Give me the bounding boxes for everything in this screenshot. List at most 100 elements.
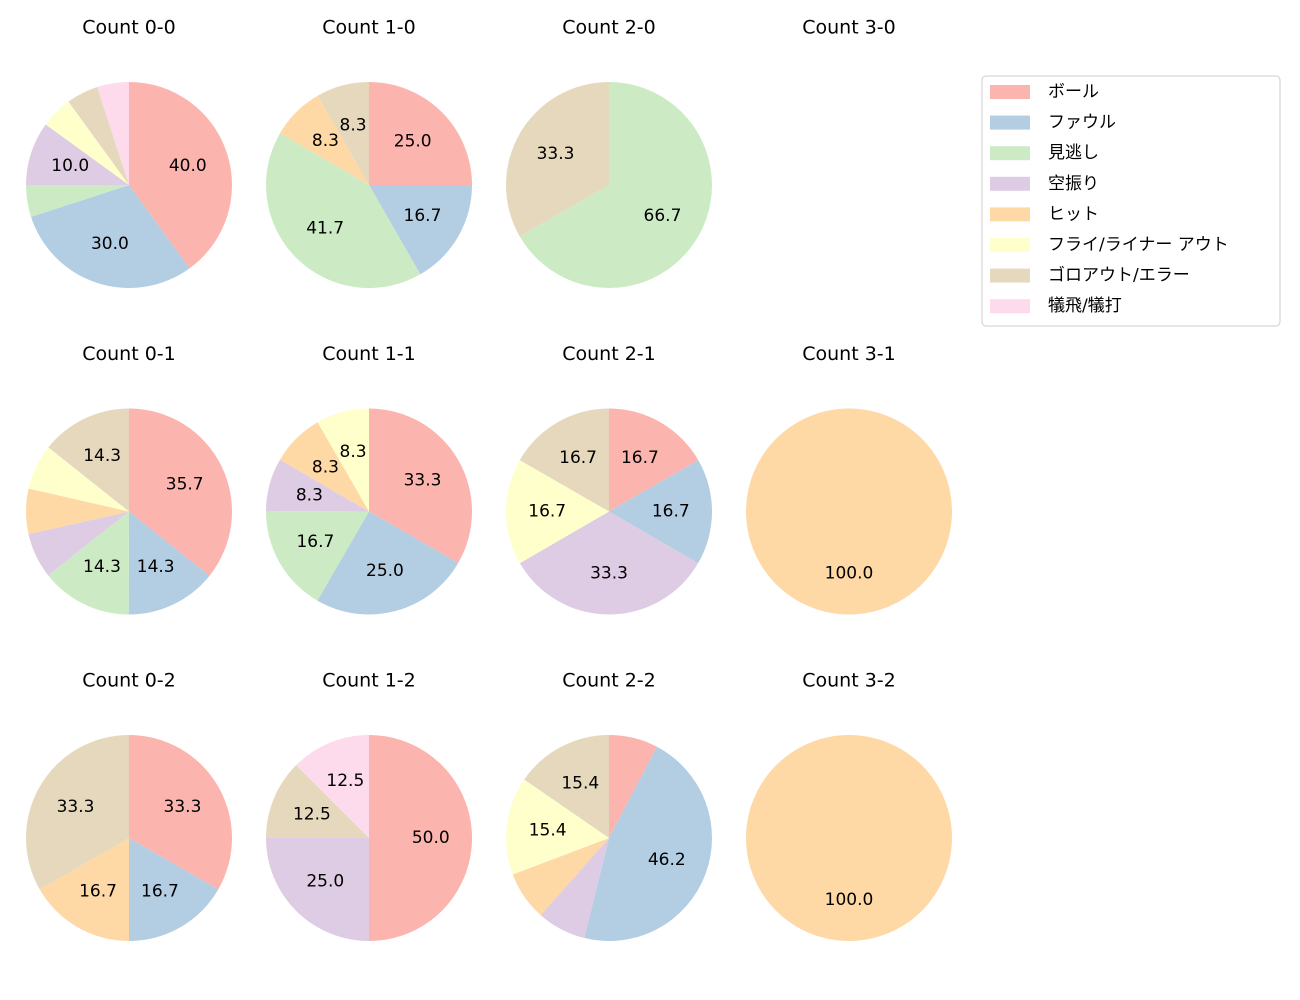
data-label: 16.7 (141, 881, 179, 901)
chart-title: Count 3-1 (802, 343, 896, 365)
data-label: 41.7 (306, 219, 344, 239)
pie-wedge (540, 838, 609, 939)
data-label: 33.3 (164, 797, 202, 817)
chart-title: Count 1-2 (322, 670, 416, 692)
pie-wedge (512, 838, 609, 916)
legend-swatch (990, 238, 1030, 252)
data-label: 40.0 (169, 156, 207, 176)
pie-wedge (266, 133, 421, 288)
pie-wedge (28, 511, 129, 576)
legend-box (981, 75, 1281, 327)
data-label: 100.0 (825, 563, 874, 583)
data-label: 14.3 (83, 446, 121, 466)
pie-wedge (280, 95, 369, 185)
data-label: 66.7 (644, 206, 682, 226)
legend-label: ゴロアウト/エラー (1048, 265, 1190, 286)
chart-title: Count 1-0 (322, 17, 416, 39)
data-label: 16.7 (652, 502, 690, 522)
pie-wedge (39, 838, 129, 941)
pie-wedge (584, 746, 713, 942)
pie-wedge (48, 511, 130, 615)
pie-wedge (266, 459, 369, 512)
chart-title: Count 2-0 (562, 17, 656, 39)
legend-swatch (990, 85, 1030, 99)
pie-wedge (609, 408, 699, 512)
chart-title: Count 2-1 (562, 343, 656, 365)
legend-swatch (990, 146, 1030, 161)
data-label: 50.0 (412, 828, 450, 848)
pie-wedge (279, 422, 369, 512)
data-label: 25.0 (366, 561, 404, 581)
data-label: 25.0 (306, 872, 344, 892)
pie-wedge (129, 838, 219, 941)
pie-wedge (296, 735, 369, 838)
pie-wedge (97, 82, 129, 185)
data-label: 33.3 (404, 471, 442, 491)
pie-wedge (519, 511, 699, 615)
data-label: 8.3 (340, 115, 367, 135)
pie-wedge (28, 447, 130, 512)
pie-wedge (369, 82, 472, 185)
legend-swatch (990, 268, 1030, 283)
pie-wedge (25, 735, 129, 890)
data-label: 16.7 (404, 206, 442, 226)
pie-wedge (266, 511, 369, 601)
pie-wedge (68, 87, 129, 185)
chart-title: Count 3-2 (802, 670, 896, 692)
data-label: 15.4 (561, 773, 599, 793)
chart-title: Count 3-0 (802, 17, 896, 39)
legend-label: 見逃し (1048, 143, 1099, 163)
data-label: 12.5 (293, 804, 331, 824)
legend-label: 空振り (1048, 174, 1099, 194)
data-label: 8.3 (312, 458, 339, 478)
data-label: 10.0 (51, 156, 89, 176)
legend-label: ファウル (1048, 113, 1116, 133)
pie-wedge (746, 408, 952, 615)
pie-wedge (524, 735, 609, 838)
data-label: 14.3 (83, 557, 121, 577)
pie-wedge (128, 511, 210, 615)
data-label: 16.7 (528, 502, 566, 522)
pie-wedge (48, 408, 129, 512)
pie-wedge (519, 82, 712, 288)
data-label: 8.3 (340, 442, 367, 462)
chart-title: Count 0-1 (82, 343, 176, 365)
data-label: 16.7 (296, 532, 334, 552)
pie-wedge (519, 408, 609, 512)
pie-wedge (506, 82, 609, 237)
legend-label: ボール (1048, 82, 1099, 102)
data-label: 16.7 (79, 881, 117, 901)
pie-wedge (506, 779, 609, 875)
pie-wedge (25, 488, 129, 535)
data-label: 100.0 (825, 890, 874, 910)
data-label: 8.3 (296, 485, 323, 505)
pie-wedge (129, 408, 233, 576)
legend-label: ヒット (1048, 204, 1099, 224)
data-label: 33.3 (590, 563, 628, 583)
pie-wedge (129, 735, 233, 890)
data-label: 16.7 (621, 448, 659, 468)
pie-wedge (505, 460, 609, 564)
legend-label: 犠飛/犠打 (1048, 296, 1122, 316)
pie-wedge (317, 408, 369, 512)
data-label: 8.3 (312, 131, 339, 151)
data-label: 35.7 (166, 475, 204, 495)
legend-swatch (990, 299, 1030, 314)
chart-title: Count 2-2 (562, 670, 656, 692)
data-label: 14.3 (137, 557, 175, 577)
data-label: 30.0 (91, 234, 129, 254)
pie-wedge (609, 460, 712, 564)
pie-wedge (26, 185, 129, 217)
data-label: 46.2 (648, 850, 686, 870)
pie-wedge (31, 185, 190, 288)
pie-wedge (317, 511, 459, 615)
data-label: 12.5 (326, 771, 364, 791)
pie-wedge (266, 838, 369, 941)
legend-swatch (990, 115, 1030, 130)
pie-wedge (45, 101, 129, 185)
pie-wedge (266, 765, 369, 838)
chart-title: Count 0-2 (82, 670, 176, 692)
data-label: 33.3 (537, 144, 575, 164)
pie-wedge (369, 408, 473, 563)
